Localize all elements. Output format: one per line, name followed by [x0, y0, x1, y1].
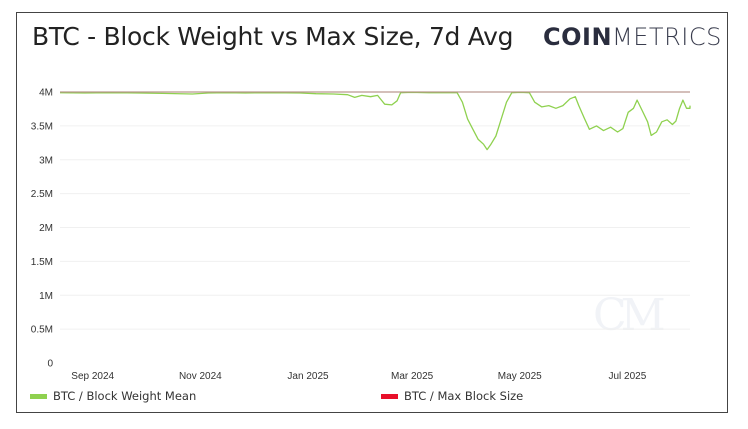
series-line-block-weight-mean — [59, 91, 691, 151]
legend-swatch-red — [381, 393, 398, 399]
legend-label: BTC / Max Block Size — [404, 389, 524, 403]
x-tick-label: Jul 2025 — [609, 371, 647, 382]
legend-item-block-weight-mean[interactable]: BTC / Block Weight Mean — [30, 389, 196, 403]
y-tick-label: 0 — [47, 359, 53, 370]
y-tick-label: 3M — [39, 155, 53, 166]
logo-bold-text: COIN — [543, 23, 613, 51]
coinmetrics-logo: COINMETRICS — [543, 23, 722, 51]
y-tick-label: 2.5M — [31, 189, 53, 200]
y-axis-ticks: 0 0.5M 1M 1.5M 2M 2.5M 3M 3.5M 4M — [31, 88, 54, 370]
y-tick-label: 0.5M — [31, 325, 53, 336]
y-tick-label: 1M — [39, 291, 53, 302]
series-lines — [59, 91, 691, 151]
y-tick-label: 1.5M — [31, 257, 53, 268]
chart-frame — [16, 12, 728, 413]
y-tick-label: 4M — [39, 88, 53, 99]
x-tick-label: Jan 2025 — [287, 371, 329, 382]
logo-light-text: METRICS — [612, 23, 722, 51]
cm-watermark: CM — [593, 290, 666, 341]
y-tick-label: 2M — [39, 223, 53, 234]
legend-label: BTC / Block Weight Mean — [53, 389, 197, 403]
x-axis-ticks: Sep 2024 Nov 2024 Jan 2025 Mar 2025 May 2025… — [71, 371, 646, 382]
chart-title: BTC - Block Weight vs Max Size, 7d Avg — [32, 22, 514, 51]
x-tick-label: Sep 2024 — [71, 371, 114, 382]
x-tick-label: Nov 2024 — [179, 371, 222, 382]
gridlines — [60, 91, 690, 330]
y-tick-label: 3.5M — [31, 121, 53, 132]
x-tick-label: May 2025 — [498, 371, 542, 382]
x-tick-label: Mar 2025 — [391, 371, 434, 382]
legend-swatch-green — [30, 393, 47, 399]
legend-item-max-block-size[interactable]: BTC / Max Block Size — [381, 389, 523, 403]
